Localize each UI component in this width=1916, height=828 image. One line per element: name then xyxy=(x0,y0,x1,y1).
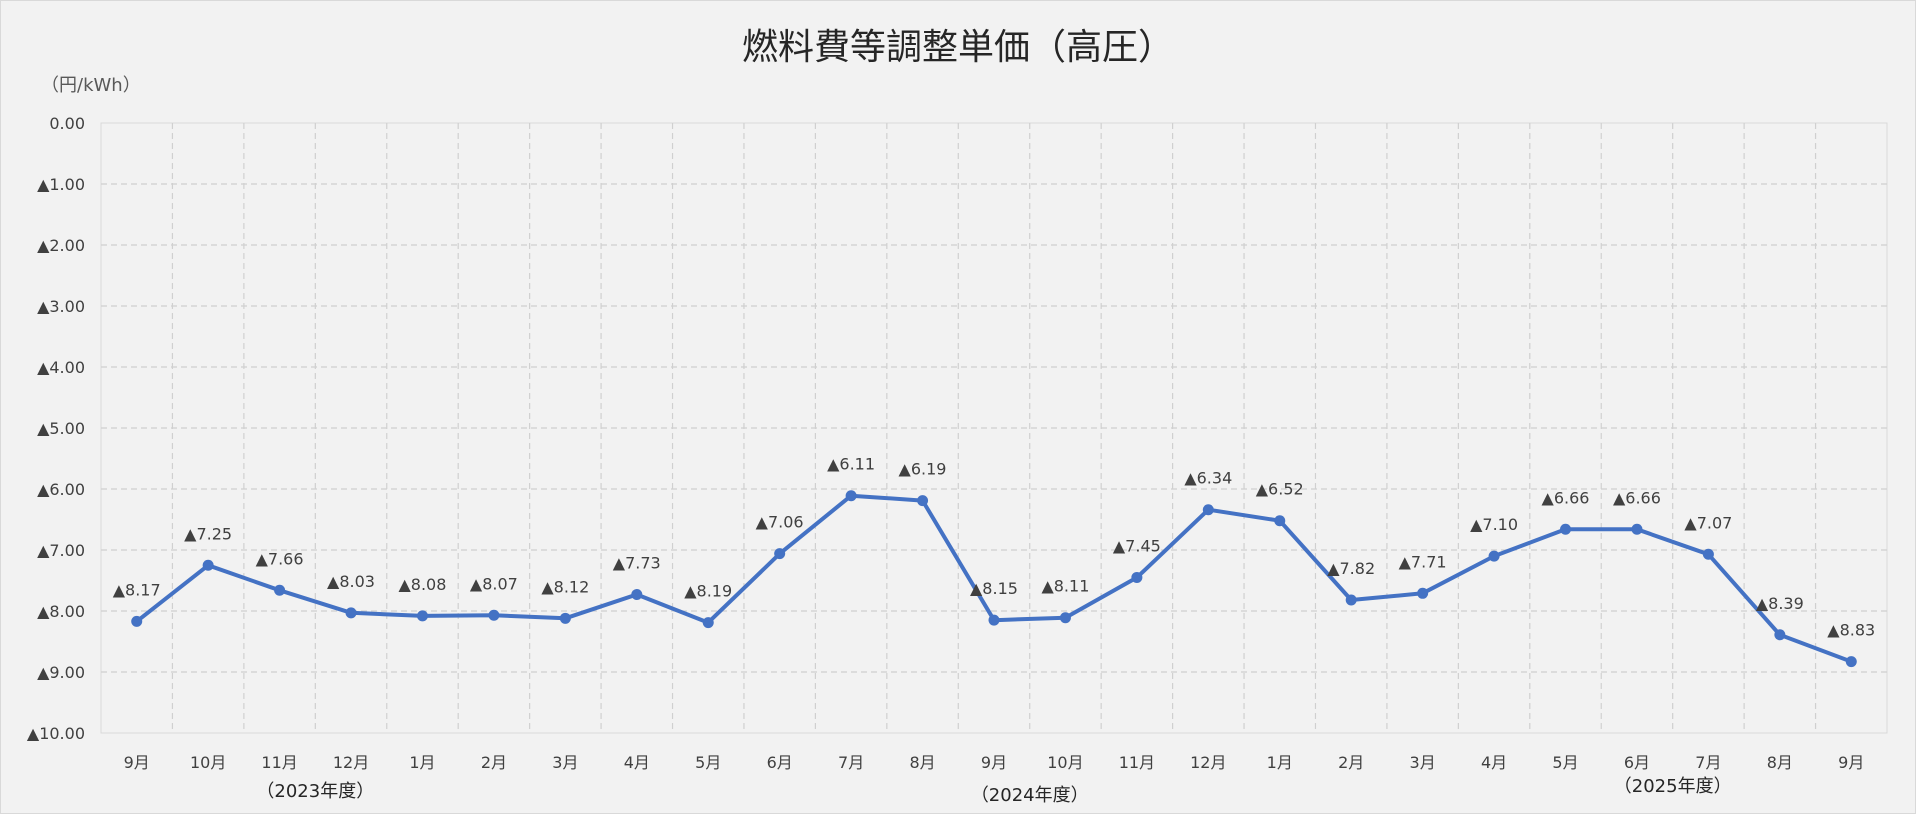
data-label: ▲6.11 xyxy=(827,455,875,474)
x-tick-label: 2月 xyxy=(481,753,507,772)
data-point xyxy=(1202,504,1214,516)
data-label: ▲6.52 xyxy=(1256,480,1304,499)
x-tick-label: 3月 xyxy=(552,753,578,772)
x-tick-label: 9月 xyxy=(124,753,150,772)
x-tick-label: 10月 xyxy=(1047,753,1083,772)
y-axis-ticks: 0.00 ▲1.00 ▲2.00 ▲3.00 ▲4.00 ▲5.00 ▲6.00 ▲7.00 ▲… xyxy=(27,114,85,743)
data-labels: ▲8.17 ▲7.25 ▲7.66 ▲8.03 ▲8.08 ▲8.07 ▲8.12 ▲7.73… xyxy=(113,455,1875,640)
data-point xyxy=(988,614,1000,626)
x-tick-label: 6月 xyxy=(767,753,793,772)
data-point xyxy=(1059,612,1071,624)
data-label: ▲8.03 xyxy=(327,572,375,591)
x-tick-label: 10月 xyxy=(190,753,226,772)
data-label: ▲8.19 xyxy=(684,582,732,601)
data-label: ▲8.15 xyxy=(970,579,1018,598)
data-label: ▲8.83 xyxy=(1827,621,1875,640)
data-point xyxy=(631,589,643,601)
x-tick-label: 12月 xyxy=(333,753,369,772)
x-tick-label: 5月 xyxy=(1552,753,1578,772)
y-tick-label: ▲1.00 xyxy=(37,175,85,194)
data-point xyxy=(416,610,428,622)
y-tick-label: ▲4.00 xyxy=(37,358,85,377)
data-point xyxy=(202,559,214,571)
x-tick-label: 8月 xyxy=(1767,753,1793,772)
x-tick-label: 7月 xyxy=(1695,753,1721,772)
data-point xyxy=(1345,594,1357,606)
data-label: ▲8.17 xyxy=(113,580,161,599)
data-label: ▲7.10 xyxy=(1470,515,1518,534)
x-tick-label: 6月 xyxy=(1624,753,1650,772)
data-point xyxy=(1631,523,1643,535)
chart-title: 燃料費等調整単価（高圧） xyxy=(742,27,1174,68)
x-tick-label: 8月 xyxy=(909,753,935,772)
data-label: ▲7.73 xyxy=(613,554,661,573)
data-label: ▲8.07 xyxy=(470,574,518,593)
data-point xyxy=(1417,587,1429,599)
data-label: ▲7.07 xyxy=(1684,513,1732,532)
data-point xyxy=(917,495,929,507)
x-tick-label: 9月 xyxy=(981,753,1007,772)
fiscal-year-labels: （2023年度） （2024年度） （2025年度） xyxy=(256,776,1731,806)
line-chart: 燃料費等調整単価（高圧） （円/kWh） 0.00 ▲1.00 ▲2.00 ▲3.00… xyxy=(27,27,1888,806)
data-label: ▲8.39 xyxy=(1756,594,1804,613)
y-unit-label: （円/kWh） xyxy=(41,75,141,96)
data-label: ▲6.34 xyxy=(1184,469,1232,488)
y-tick-label: 0.00 xyxy=(49,114,85,133)
y-tick-label: ▲7.00 xyxy=(37,541,85,560)
y-tick-label: ▲2.00 xyxy=(37,236,85,255)
fiscal-year-label: （2023年度） xyxy=(256,781,374,802)
data-label: ▲8.11 xyxy=(1041,577,1089,596)
data-point xyxy=(845,490,857,502)
data-point xyxy=(1774,629,1786,641)
data-point xyxy=(774,548,786,560)
data-label: ▲7.25 xyxy=(184,524,232,543)
data-point xyxy=(345,607,357,619)
data-point xyxy=(488,609,500,621)
y-tick-label: ▲10.00 xyxy=(27,724,85,743)
x-tick-label: 11月 xyxy=(1119,753,1155,772)
data-point xyxy=(274,584,286,596)
fiscal-year-label: （2025年度） xyxy=(1614,776,1732,797)
x-tick-label: 7月 xyxy=(838,753,864,772)
x-tick-label: 11月 xyxy=(261,753,297,772)
data-label: ▲8.08 xyxy=(398,575,446,594)
y-tick-label: ▲8.00 xyxy=(37,602,85,621)
grid-lines xyxy=(101,123,1887,733)
x-tick-label: 4月 xyxy=(1481,753,1507,772)
data-label: ▲7.66 xyxy=(256,549,304,568)
x-tick-label: 4月 xyxy=(624,753,650,772)
data-label: ▲6.19 xyxy=(899,460,947,479)
data-point xyxy=(559,612,571,624)
series-line xyxy=(131,490,1857,668)
data-point xyxy=(1560,523,1572,535)
data-point xyxy=(702,617,714,629)
data-point xyxy=(131,615,143,627)
y-tick-label: ▲5.00 xyxy=(37,419,85,438)
data-label: ▲6.66 xyxy=(1613,488,1661,507)
data-label: ▲7.71 xyxy=(1399,552,1447,571)
data-point xyxy=(1274,515,1286,527)
x-tick-label: 9月 xyxy=(1838,753,1864,772)
x-tick-label: 5月 xyxy=(695,753,721,772)
data-label: ▲8.12 xyxy=(541,577,589,596)
fiscal-year-label: （2024年度） xyxy=(971,785,1089,806)
data-point xyxy=(1131,571,1143,583)
x-tick-label: 3月 xyxy=(1410,753,1436,772)
x-tick-label: 12月 xyxy=(1190,753,1226,772)
x-tick-label: 1月 xyxy=(409,753,435,772)
data-point xyxy=(1845,656,1857,668)
x-tick-label: 2月 xyxy=(1338,753,1364,772)
data-point xyxy=(1488,550,1500,562)
x-tick-label: 1月 xyxy=(1267,753,1293,772)
y-tick-label: ▲9.00 xyxy=(37,663,85,682)
data-point xyxy=(1702,548,1714,560)
x-axis-ticks: 9月 10月 11月 12月 1月 2月 3月 4月 5月 6月 7月 8月 9月 10月 11月 12月 1月… xyxy=(124,753,1865,772)
y-tick-label: ▲3.00 xyxy=(37,297,85,316)
y-tick-label: ▲6.00 xyxy=(37,480,85,499)
data-label: ▲7.06 xyxy=(756,513,804,532)
data-label: ▲6.66 xyxy=(1542,488,1590,507)
data-label: ▲7.45 xyxy=(1113,536,1161,555)
data-label: ▲7.82 xyxy=(1327,559,1375,578)
